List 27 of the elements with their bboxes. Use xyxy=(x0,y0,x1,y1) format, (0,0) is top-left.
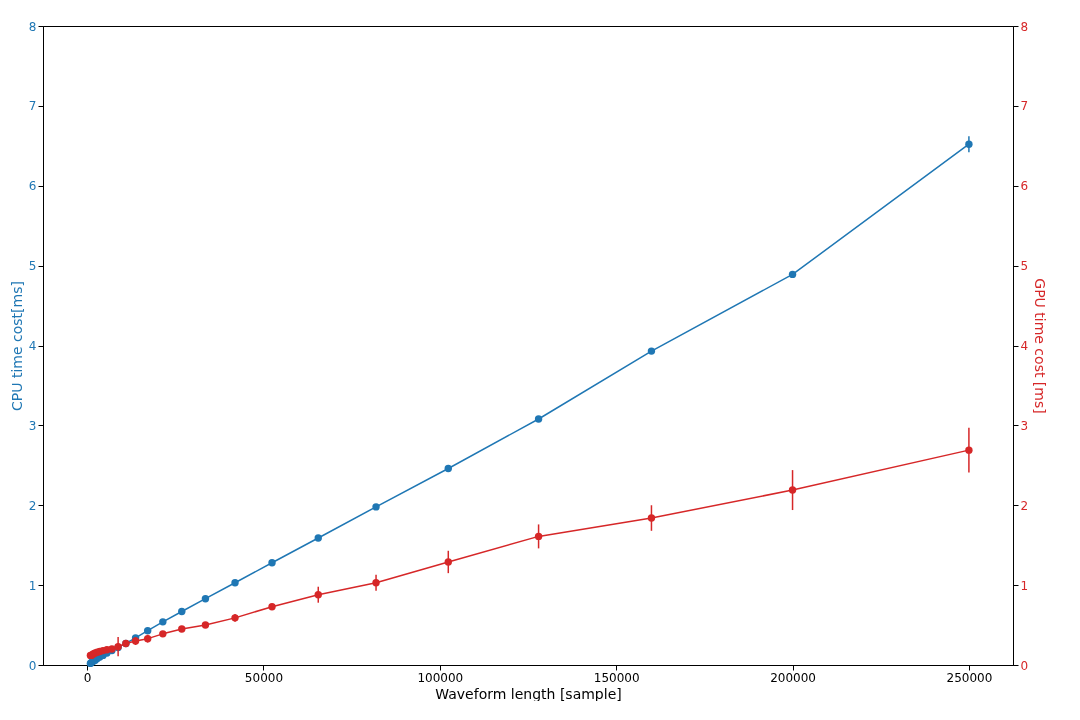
y-tick-label: 4 xyxy=(28,339,37,353)
y2-tick-label: 7 xyxy=(1020,99,1029,114)
x-axis-title: Waveform length [sample] xyxy=(435,685,622,702)
y-tick-label: 5 xyxy=(28,259,37,274)
y2-axis-title: GPU time cost [ms] xyxy=(1032,278,1049,414)
y-tick-label: 3 xyxy=(28,418,37,433)
y2-tick-label: 6 xyxy=(1020,179,1029,194)
x-tick-label: 200000 xyxy=(770,670,816,685)
y-axis-title: CPU time cost[ms] xyxy=(8,281,25,411)
x-tick-label: 50000 xyxy=(244,670,284,685)
y2-tick-label: 2 xyxy=(1020,498,1029,513)
y2-tick-label: 8 xyxy=(1020,19,1029,34)
y-tick-label: 8 xyxy=(28,19,37,34)
y2-tick-label: 1 xyxy=(1020,578,1029,593)
y2-tick-label: 0 xyxy=(1020,658,1029,673)
y-tick-label: 2 xyxy=(28,498,37,513)
y2-tick-label: 3 xyxy=(1020,418,1029,433)
y2-tick-label: 4 xyxy=(1020,339,1029,353)
y-tick-label: 7 xyxy=(28,99,37,114)
y2-tick-label: 5 xyxy=(1020,259,1029,274)
x-tick-label: 100000 xyxy=(417,670,464,685)
x-tick-label: 150000 xyxy=(593,670,640,685)
x-tick-label: 250000 xyxy=(946,670,993,685)
y-tick-label: 0 xyxy=(28,658,37,673)
y-tick-label: 6 xyxy=(28,179,37,194)
y-tick-label: 1 xyxy=(28,578,37,593)
x-tick-label: 0 xyxy=(83,670,92,685)
